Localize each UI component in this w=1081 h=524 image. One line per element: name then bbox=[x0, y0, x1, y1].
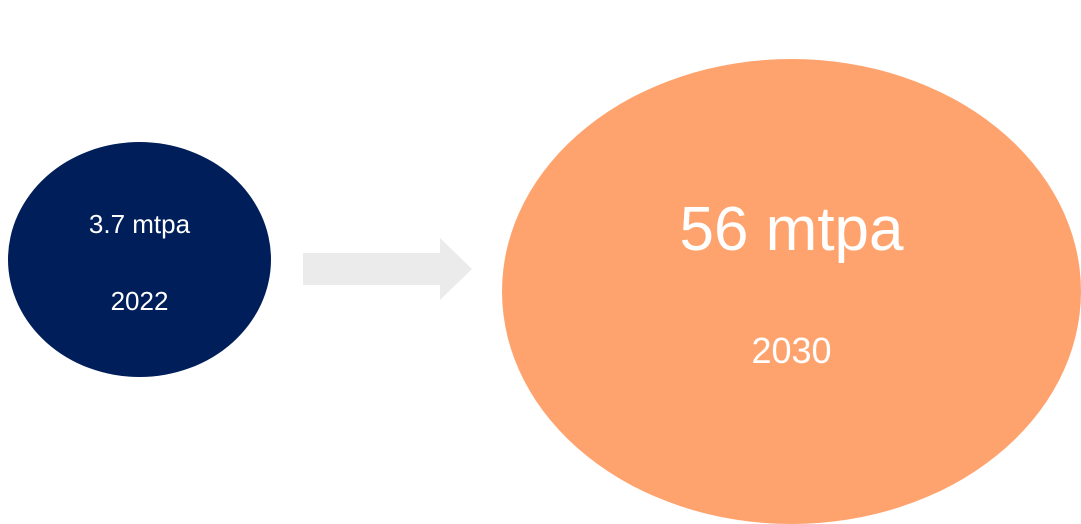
bubble-2030-year: 2030 bbox=[751, 330, 832, 371]
bubble-2022: 3.7 mtpa 2022 bbox=[8, 142, 271, 377]
bubble-2030: 56 mtpa 2030 bbox=[502, 59, 1081, 524]
arrow-right-icon bbox=[303, 238, 472, 300]
bubble-2022-value: 3.7 mtpa bbox=[88, 209, 191, 239]
bubble-2022-year: 2022 bbox=[110, 286, 169, 316]
arrow-shape bbox=[303, 238, 472, 300]
bubble-2030-value: 56 mtpa bbox=[679, 195, 904, 264]
